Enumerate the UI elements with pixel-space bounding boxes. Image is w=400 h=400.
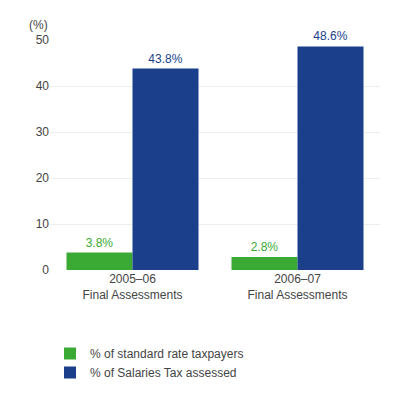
svg-text:0: 0 [42, 263, 49, 277]
svg-text:2006–07Final Assessments: 2006–07Final Assessments [247, 272, 347, 302]
svg-text:40: 40 [36, 79, 50, 93]
svg-text:3.8%: 3.8% [86, 236, 114, 250]
svg-text:48.6%: 48.6% [313, 29, 347, 43]
svg-text:43.8%: 43.8% [148, 52, 182, 66]
svg-text:2005–06Final Assessments: 2005–06Final Assessments [82, 272, 182, 302]
svg-text:10: 10 [36, 217, 50, 231]
svg-text:2.8%: 2.8% [251, 240, 279, 254]
svg-text:% of standard rate taxpayers: % of standard rate taxpayers [90, 347, 243, 361]
svg-text:20: 20 [36, 171, 50, 185]
svg-text:30: 30 [36, 125, 50, 139]
svg-text:% of Salaries Tax assessed: % of Salaries Tax assessed [90, 366, 237, 380]
svg-text:50: 50 [36, 33, 50, 47]
svg-text:(%): (%) [29, 18, 48, 32]
